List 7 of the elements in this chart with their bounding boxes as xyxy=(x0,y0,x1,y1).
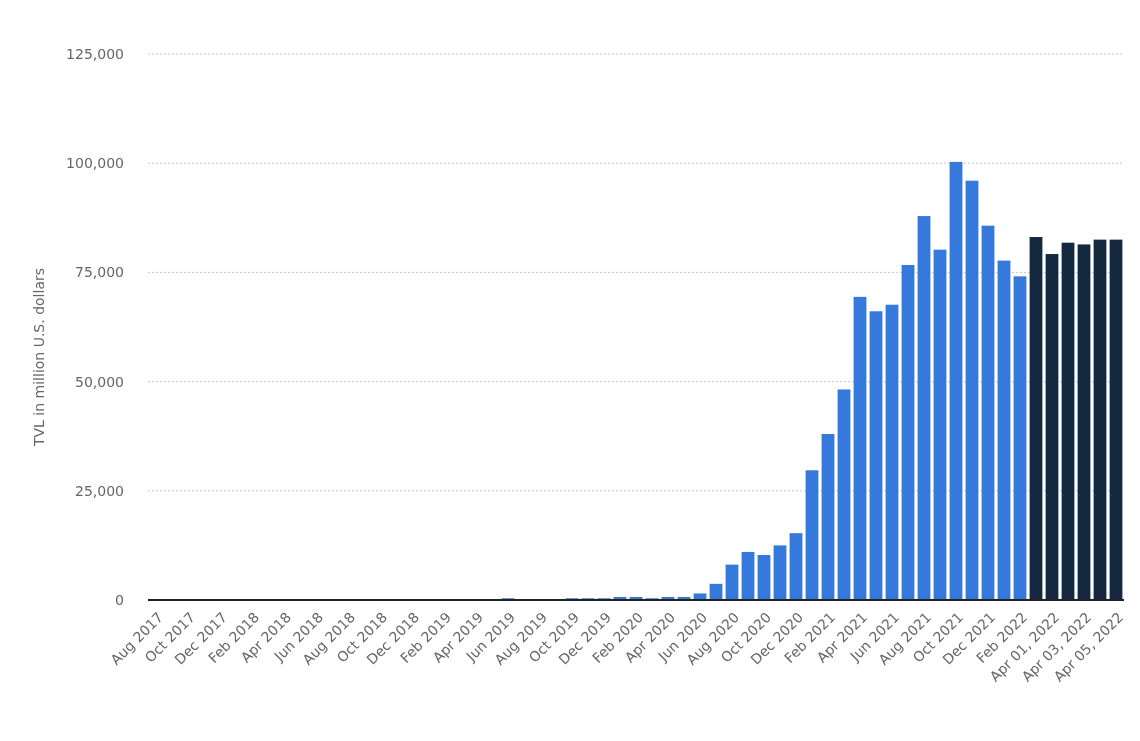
y-tick-label: 50,000 xyxy=(75,373,124,390)
y-tick-label: 25,000 xyxy=(75,482,124,499)
y-tick-label: 125,000 xyxy=(66,45,124,62)
y-tick-label: 75,000 xyxy=(75,264,124,281)
y-tick-label: 100,000 xyxy=(66,155,124,172)
y-axis-title: TVL in million U.S. dollars xyxy=(31,267,47,448)
y-tick-label: 0 xyxy=(115,591,124,608)
